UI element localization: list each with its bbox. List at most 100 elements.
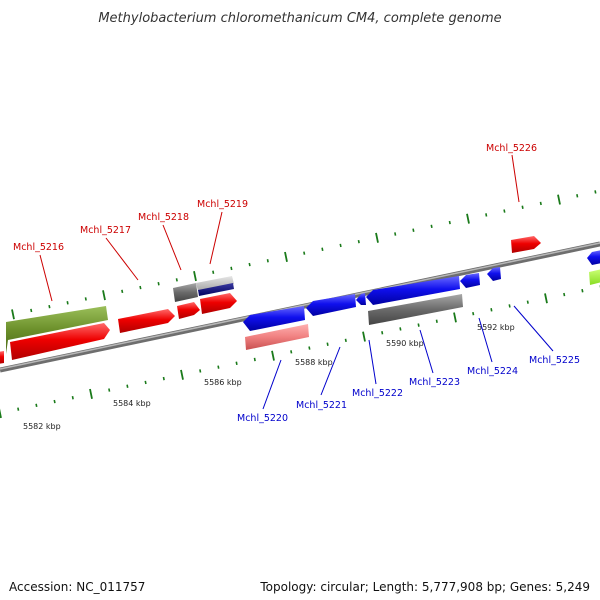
gene-arrow-reverse[interactable]: [587, 250, 600, 265]
leader-line: [162, 224, 182, 271]
gene-arrow-forward[interactable]: [511, 236, 541, 253]
minor-tick: [417, 323, 420, 327]
minor-tick: [472, 311, 475, 316]
minor-tick: [230, 266, 233, 271]
minor-tick: [321, 247, 324, 252]
minor-tick: [248, 262, 251, 267]
minor-tick: [290, 350, 293, 354]
minor-tick: [30, 308, 33, 313]
major-tick: [11, 309, 15, 320]
minor-tick: [126, 384, 129, 388]
outer-tick-ring: [11, 190, 597, 320]
gene-box-gray[interactable]: [173, 283, 198, 302]
gene-box-gray[interactable]: [368, 294, 463, 325]
gene-box-green[interactable]: [6, 306, 108, 354]
minor-tick: [84, 297, 87, 301]
major-tick: [453, 312, 457, 323]
minor-tick: [53, 399, 56, 404]
gene-arrow-reverse[interactable]: [356, 293, 366, 305]
major-tick: [193, 271, 197, 282]
minor-tick: [162, 376, 165, 381]
leader-line: [209, 211, 223, 265]
gene-label-forward[interactable]: Mchl_5218: [138, 212, 189, 223]
leader-line: [511, 154, 520, 203]
gene-arrow-forward[interactable]: [118, 309, 175, 333]
minor-tick: [344, 338, 347, 343]
ruler-label: 5592 kbp: [477, 323, 515, 332]
gene-arrow-reverse[interactable]: [366, 276, 460, 305]
ruler-labels: 5582 kbp 5584 kbp 5586 kbp 5588 kbp 5590…: [23, 323, 515, 431]
gene-arrow-forward[interactable]: [0, 351, 4, 364]
minor-tick: [139, 285, 142, 290]
minor-tick: [144, 380, 147, 385]
leader-line: [39, 254, 53, 302]
reverse-strand-genes: [243, 250, 600, 350]
minor-tick: [399, 327, 402, 331]
minor-tick: [381, 331, 384, 335]
minor-tick: [508, 304, 511, 308]
gene-label-reverse[interactable]: Mchl_5225: [529, 355, 580, 366]
map-title: Methylobacterium chloromethanicum CM4, c…: [98, 11, 501, 26]
genome-backbone-highlight: [0, 242, 600, 370]
minor-tick: [430, 224, 433, 229]
gene-box-navy[interactable]: [198, 283, 234, 296]
leader-line: [513, 305, 554, 352]
minor-tick: [326, 342, 329, 346]
major-tick: [284, 251, 288, 262]
ruler-label: 5590 kbp: [386, 339, 424, 348]
major-tick: [362, 331, 366, 342]
gene-label-forward[interactable]: Mchl_5226: [486, 143, 537, 154]
ruler-label: 5582 kbp: [23, 422, 61, 431]
major-tick: [89, 388, 93, 399]
gene-arrow-forward[interactable]: [200, 293, 237, 314]
gene-box-lime[interactable]: [589, 269, 600, 285]
gene-label-reverse[interactable]: Mchl_5222: [352, 388, 403, 399]
leader-line: [368, 339, 377, 385]
minor-tick: [526, 300, 529, 304]
gene-arrow-reverse[interactable]: [243, 306, 305, 331]
minor-tick: [253, 357, 256, 362]
gene-box-pink[interactable]: [245, 324, 309, 350]
ruler-label: 5588 kbp: [295, 358, 333, 367]
minor-tick: [35, 403, 38, 408]
leader-line: [419, 329, 434, 374]
forward-gene-labels: Mchl_5216 Mchl_5217 Mchl_5218 Mchl_5219 …: [13, 143, 537, 302]
forward-strand-genes: [0, 236, 541, 364]
minor-tick: [212, 270, 215, 274]
minor-tick: [303, 251, 306, 255]
gene-arrow-reverse[interactable]: [487, 267, 501, 281]
gene-box-lightgray[interactable]: [196, 276, 234, 291]
gene-arrow-forward[interactable]: [10, 323, 110, 360]
gene-label-forward[interactable]: Mchl_5219: [197, 199, 248, 210]
major-tick: [375, 232, 379, 243]
gene-label-reverse[interactable]: Mchl_5224: [467, 366, 518, 377]
gene-arrow-reverse[interactable]: [460, 273, 480, 288]
ruler-label: 5586 kbp: [204, 378, 242, 387]
minor-tick: [217, 365, 220, 369]
genome-stats-text: Topology: circular; Length: 5,777,908 bp…: [260, 580, 590, 594]
major-tick: [557, 194, 561, 205]
major-tick: [102, 290, 106, 301]
minor-tick: [121, 289, 124, 294]
minor-tick: [71, 395, 74, 400]
minor-tick: [157, 281, 160, 286]
minor-tick: [435, 319, 438, 323]
gene-label-reverse[interactable]: Mchl_5220: [237, 413, 288, 424]
major-tick: [271, 350, 275, 361]
minor-tick: [576, 194, 579, 198]
minor-tick: [357, 239, 360, 244]
gene-label-forward[interactable]: Mchl_5217: [80, 225, 131, 236]
gene-label-forward[interactable]: Mchl_5216: [13, 242, 64, 253]
minor-tick: [521, 205, 524, 209]
minor-tick: [581, 288, 584, 293]
major-tick: [544, 293, 548, 304]
gene-label-reverse[interactable]: Mchl_5221: [296, 400, 347, 411]
gene-label-reverse[interactable]: Mchl_5223: [409, 377, 460, 388]
minor-tick: [412, 228, 415, 232]
minor-tick: [563, 292, 566, 297]
minor-tick: [66, 301, 69, 305]
gene-arrow-forward[interactable]: [177, 302, 200, 319]
gene-arrow-reverse[interactable]: [306, 294, 356, 316]
minor-tick: [108, 388, 111, 392]
